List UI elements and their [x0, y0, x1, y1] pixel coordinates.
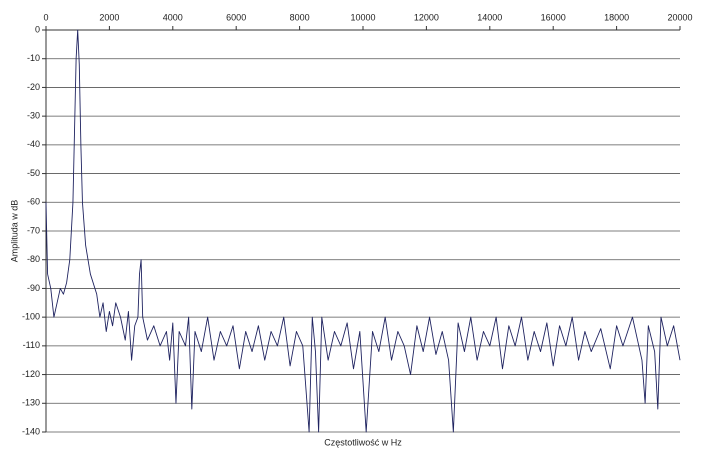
y-tick-label: -80 — [27, 254, 40, 264]
x-tick-label: 14000 — [477, 12, 502, 22]
y-tick-label: 0 — [35, 24, 40, 34]
y-tick-label: -60 — [27, 197, 40, 207]
x-axis-label: Częstotliwość w Hz — [324, 437, 402, 447]
y-tick-label: -130 — [22, 398, 40, 408]
x-tick-label: 2000 — [99, 12, 119, 22]
x-tick-label: 4000 — [163, 12, 183, 22]
y-tick-label: -140 — [22, 426, 40, 436]
y-tick-label: -10 — [27, 53, 40, 63]
spectrum-line — [45, 29, 681, 433]
y-tick-label: -20 — [27, 82, 40, 92]
y-tick-label: -100 — [22, 312, 40, 322]
x-tick-label: 18000 — [604, 12, 629, 22]
x-tick-label: 12000 — [414, 12, 439, 22]
x-tick-label: 6000 — [226, 12, 246, 22]
y-tick-label: -110 — [23, 340, 40, 350]
y-tick-label: -90 — [27, 283, 40, 293]
y-tick-label: -40 — [27, 139, 40, 149]
y-tick-label: -50 — [27, 168, 40, 178]
y-tick-label: -70 — [27, 225, 40, 235]
y-tick-label: -120 — [22, 369, 40, 379]
y-axis-label: Amplituda w dB — [9, 200, 19, 263]
x-tick-label: 8000 — [290, 12, 310, 22]
x-tick-label: 0 — [43, 12, 48, 22]
x-tick-label: 10000 — [350, 12, 375, 22]
x-tick-label: 16000 — [541, 12, 566, 22]
y-tick-label: -30 — [27, 111, 40, 121]
x-tick-label: 20000 — [667, 12, 692, 22]
